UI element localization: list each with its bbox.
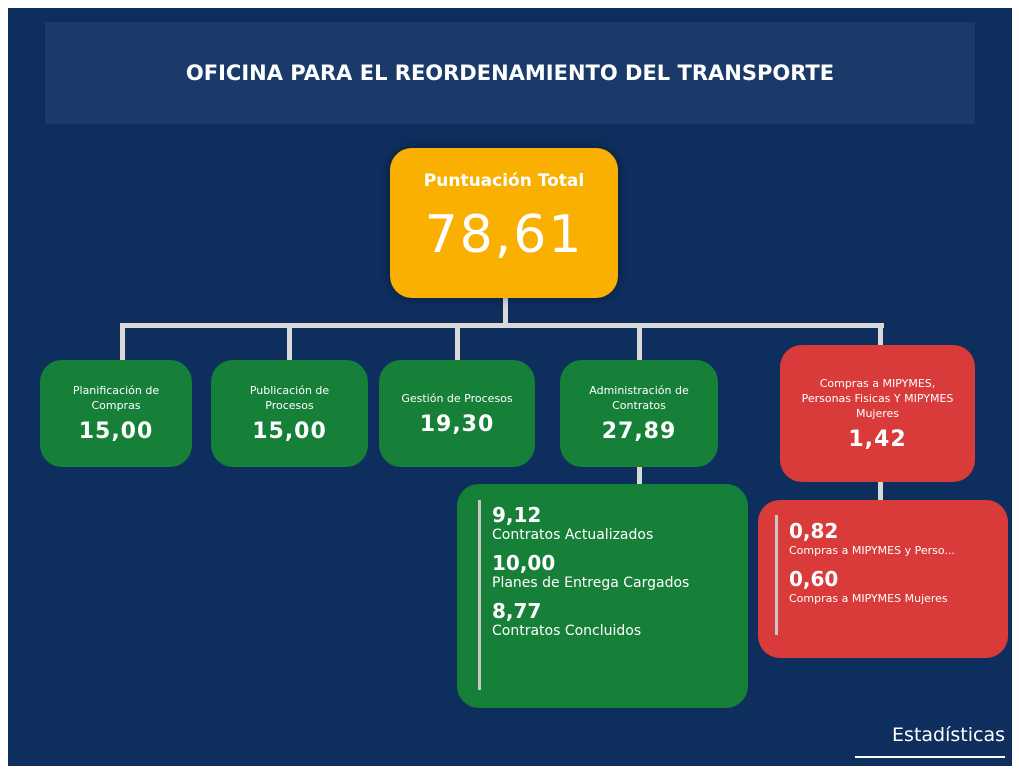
connector (637, 323, 642, 361)
detail-card: 0,82 Compras a MIPYMES y Perso... 0,60 Comp… (758, 500, 1008, 658)
title: OFICINA PARA EL REORDENAMIENTO DEL TRANS… (185, 61, 835, 85)
connector (503, 298, 508, 328)
category-value: 19,30 (419, 411, 495, 437)
detail-card: 9,12 Contratos Actualizados 10,00 Planes de… (457, 484, 748, 708)
detail-label: Contratos Concluidos (492, 623, 642, 639)
category-card: Compras a MIPYMES, Personas Fisicas Y MI… (780, 345, 975, 482)
category-card: Gestión de Procesos 19,30 (379, 360, 535, 467)
category-value: 1,42 (848, 426, 907, 452)
category-value: 27,89 (601, 419, 677, 444)
detail-label: Planes de Entrega Cargados (492, 575, 690, 591)
detail-label: Contratos Actualizados (492, 527, 654, 543)
connector (287, 323, 292, 361)
category-label: Planificación de Compras (72, 384, 160, 412)
category-label: Gestión de Procesos (401, 391, 513, 405)
category-card: Planificación de Compras 15,00 (40, 360, 192, 467)
connector (120, 323, 125, 361)
detail-bar (775, 515, 778, 635)
detail-bar (478, 500, 481, 690)
category-label: Publicación de Procesos (249, 384, 330, 412)
connector (878, 323, 883, 346)
category-card: Administración de Contratos 27,89 (560, 360, 718, 467)
detail-value: 10,00 (492, 551, 556, 575)
category-card: Publicación de Procesos 15,00 (211, 360, 368, 467)
detail-value: 0,60 (789, 567, 839, 591)
connector (120, 323, 884, 328)
category-label: Administración de Contratos (589, 384, 689, 412)
total-card: Puntuación Total 78,61 (390, 148, 618, 298)
connector (878, 481, 883, 501)
detail-label: Compras a MIPYMES Mujeres (789, 592, 948, 605)
category-value: 15,00 (78, 419, 154, 444)
total-label: Puntuación Total (423, 171, 585, 191)
detail-value: 0,82 (789, 519, 839, 543)
category-label: Compras a MIPYMES, Personas Fisicas Y MI… (801, 376, 954, 420)
statistics-link[interactable]: Estadísticas (855, 718, 1005, 758)
detail-label: Compras a MIPYMES y Perso... (789, 544, 955, 557)
detail-value: 8,77 (492, 599, 542, 623)
total-value: 78,61 (424, 205, 584, 265)
connector (455, 323, 460, 361)
header: OFICINA PARA EL REORDENAMIENTO DEL TRANS… (45, 22, 975, 124)
connector (637, 466, 642, 486)
detail-value: 9,12 (492, 503, 542, 527)
category-value: 15,00 (252, 419, 327, 444)
